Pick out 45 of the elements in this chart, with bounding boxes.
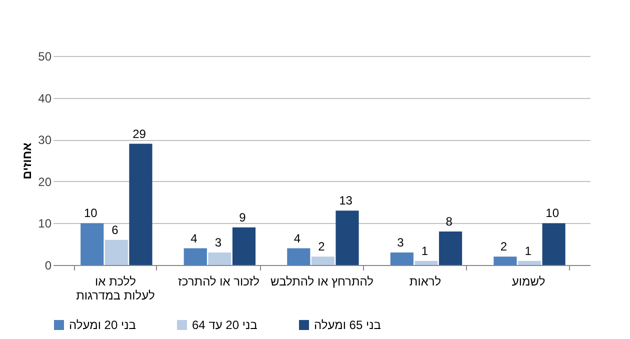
data-label: 4 [190,231,198,246]
y-tick-label: 30 [38,133,52,148]
legend-label: בני 20 עד 64 [192,318,258,332]
y-axis-title: אחוזים [20,142,34,180]
bar [494,256,517,265]
data-label: 10 [84,206,98,220]
bar [311,256,334,265]
data-label: 3 [397,235,404,250]
data-label: 29 [132,126,146,141]
data-label: 13 [339,194,353,208]
bar [208,252,232,265]
x-tick-label: להתרחץ או להתלבש [270,274,374,288]
data-label: 9 [239,210,246,224]
data-label: 10 [546,206,560,220]
bar [80,223,104,265]
legend-label: בני 65 ומעלה [314,318,381,332]
legend-label: בני 20 ומעלה [69,318,136,332]
data-label: 8 [446,214,453,229]
data-label: 2 [318,240,326,254]
x-tick-label: לזכור או להתרכז [178,274,260,288]
y-tick-label: 40 [38,91,52,106]
bar [542,223,566,265]
bar [287,248,310,265]
data-label: 2 [500,240,508,254]
data-label: 6 [112,222,119,237]
x-tick-label: לשמוע [512,274,546,288]
bar [390,252,414,265]
data-label: 1 [421,244,428,258]
bar [232,227,256,265]
x-tick-label: לראות [409,274,442,288]
bar [336,210,359,265]
bar [129,144,152,265]
bar [104,240,128,265]
data-label: 3 [214,235,222,250]
y-tick-label: 0 [44,258,52,272]
bar [184,248,207,265]
y-tick-label: 20 [38,174,52,189]
y-tick-label: 50 [38,50,52,64]
bar [438,232,462,265]
y-tick-label: 10 [38,216,52,231]
data-label: 1 [524,244,532,258]
x-tick-label: ללכת או לעלות במדרגות [76,274,155,302]
bar [518,260,542,265]
data-label: 4 [294,231,301,246]
bar [414,260,438,265]
